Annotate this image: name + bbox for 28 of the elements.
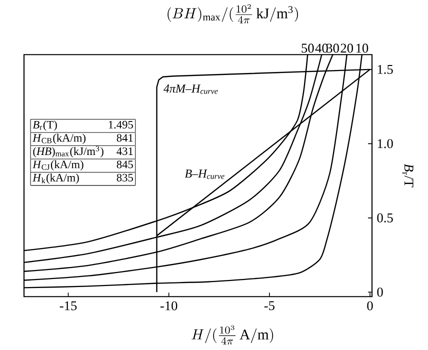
annotation: H$_{k}$(kA/m) xyxy=(32,174,79,184)
series-label: 10 xyxy=(356,44,368,53)
annotation: 841 xyxy=(116,134,133,142)
x-tick-label: 0 xyxy=(367,301,373,310)
series-label: B–H$_{curve}$ xyxy=(184,170,224,179)
annotation: H$_{CJ}$(kA/m) xyxy=(32,160,84,171)
annotation: H$_{CB}$(kA/m) xyxy=(32,134,86,144)
annotation: B$_{r}$(T) xyxy=(32,120,57,131)
y-tick-label: 1.5 xyxy=(378,64,393,74)
annotation: 1.495 xyxy=(108,120,133,129)
x-tick-label: -15 xyxy=(60,301,77,310)
annotation: 431 xyxy=(116,147,133,156)
y-axis-title: B$_{r}$/T xyxy=(402,164,414,188)
series-label: 20 xyxy=(340,44,354,53)
annotation: 845 xyxy=(116,160,133,168)
y-tick-label: 1.0 xyxy=(378,139,393,148)
x-tick-label: -10 xyxy=(160,301,178,310)
series-label: 4πM–H$_{curve}$ xyxy=(164,84,218,94)
chart-title: $(BH)_{\max}/(\frac{10^{2}}{4\pi}\,\mathrm{kJ/m^{3}})$ xyxy=(168,4,298,24)
annotation: (HB)$_{max}$(kJ/m$^{3}$) xyxy=(33,146,104,158)
series-label: 30 xyxy=(326,44,339,53)
series-label: 50 xyxy=(302,44,314,53)
y-tick-label: 0.5 xyxy=(377,213,393,222)
x-tick-label: -5 xyxy=(264,301,274,310)
series-label: 40 xyxy=(315,44,328,53)
y-tick-label: 0 xyxy=(377,288,383,297)
x-axis-title: $H/(\frac{10^{3}}{4\pi}\,\mathrm{A/m})$ xyxy=(192,325,274,344)
annotation: 835 xyxy=(116,174,133,182)
